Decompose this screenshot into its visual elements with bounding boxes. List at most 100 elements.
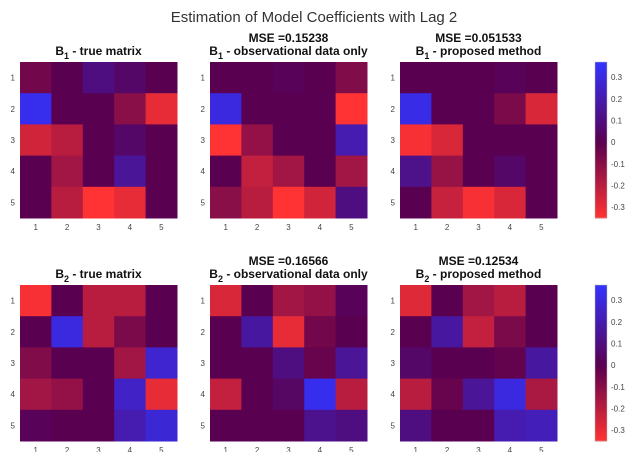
heatmap-cell-r5-c5 [335, 186, 368, 219]
colorbar-segment [595, 368, 607, 372]
colorbar-2: 0.3 0.2 0.1 0 -0.1 -0.2 -0.3 [594, 284, 625, 442]
heatmap-cell-r4-c4 [114, 378, 147, 411]
heatmap-cell-r3-c2 [431, 124, 464, 157]
colorbar-segment [595, 394, 607, 398]
colorbar-segment [595, 355, 607, 359]
panel-title-var: B [209, 44, 218, 58]
heatmap-cell-r4-c5 [145, 378, 178, 411]
colorbar-segment [595, 189, 607, 193]
heatmap-cell-r4-c3 [462, 378, 495, 411]
x-tick-label: 4 [508, 446, 513, 452]
colorbar-segment [595, 215, 607, 219]
colorbar-segment [595, 127, 607, 131]
y-tick-label: 5 [201, 198, 206, 207]
heatmap-cell-r3-c4 [494, 347, 527, 380]
colorbar-segment [595, 62, 607, 66]
colorbar-segment [595, 106, 607, 110]
colorbar-segment [595, 378, 607, 382]
heatmap-cell-r2-c5 [525, 316, 558, 348]
y-tick-label: 4 [391, 390, 396, 399]
colorbar-segment [595, 318, 607, 322]
colorbar-segment [595, 158, 607, 162]
colorbar-segment [595, 80, 607, 84]
colorbar-tick-label: -0.2 [611, 182, 625, 191]
y-tick-label: 3 [201, 136, 206, 145]
colorbar-segment [595, 334, 607, 338]
colorbar-segment [595, 399, 607, 403]
heatmap-cell-r2-c4 [304, 93, 337, 125]
colorbar-segment [595, 350, 607, 354]
colorbar-segment [595, 163, 607, 167]
panel-title-subscript: 2 [64, 274, 69, 284]
y-tick-label: 1 [391, 74, 396, 83]
colorbar-segment [595, 329, 607, 333]
heatmap-cell-r1-c1 [210, 62, 242, 94]
colorbar-1: 0.3 0.2 0.1 0 -0.1 -0.2 -0.3 [594, 61, 625, 219]
colorbar-segment [595, 386, 607, 390]
colorbar-segment [595, 142, 607, 146]
panel-title: B1 - true matrix [55, 44, 142, 61]
y-tick-label: 2 [201, 328, 206, 337]
heatmap-cell-r2-c1 [400, 93, 432, 125]
x-tick-label: 2 [445, 446, 450, 452]
heatmap-cell-r2-c5 [145, 93, 178, 125]
panel-title-subscript: 1 [64, 51, 69, 61]
colorbar-segment [595, 140, 607, 144]
y-tick-label: 4 [11, 167, 16, 176]
heatmap-cell-r3-c4 [114, 347, 147, 380]
heatmap-cell-r3-c2 [51, 347, 84, 380]
colorbar-segment [595, 171, 607, 175]
heatmap-cell-r3-c3 [272, 124, 305, 157]
colorbar-segment [595, 160, 607, 164]
colorbar-segment [595, 290, 607, 294]
colorbar-tick-label: -0.2 [611, 405, 625, 414]
y-tick-label: 2 [391, 105, 396, 114]
heatmap-cell-r4-c1 [20, 378, 52, 411]
heatmap-cell-r5-c4 [494, 186, 527, 219]
heatmap-cell-r3-c4 [114, 124, 147, 157]
colorbar-segment [595, 173, 607, 177]
x-tick-label: 1 [413, 446, 418, 452]
colorbar-segment [595, 337, 607, 341]
panel-title-var: B [416, 44, 425, 58]
heatmap-cell-r4-c5 [525, 155, 558, 188]
heatmap-cell-r4-c5 [335, 378, 368, 411]
x-tick-label: 1 [33, 446, 38, 452]
heatmap-cell-r1-c2 [241, 62, 274, 94]
heatmap-cell-r5-c3 [462, 186, 495, 219]
panel-title-subscript: 2 [218, 274, 223, 284]
x-tick-label: 2 [255, 223, 260, 232]
colorbar-tick-label: 0.3 [611, 73, 623, 82]
colorbar-segment [595, 108, 607, 112]
colorbar-segment [595, 69, 607, 73]
heatmap-cell-r3-c3 [462, 124, 495, 157]
colorbar-segment [595, 98, 607, 102]
colorbar-segment [595, 93, 607, 97]
colorbar-segment [595, 116, 607, 120]
x-tick-label: 3 [96, 223, 101, 232]
colorbar-frame [594, 61, 608, 219]
colorbar-frame [594, 284, 608, 442]
heatmap-cell-r2-c3 [82, 93, 115, 125]
colorbar-segment [595, 347, 607, 351]
colorbar-segment [595, 82, 607, 86]
colorbar-segment [595, 292, 607, 296]
heatmap-cell-r5-c2 [431, 186, 464, 219]
colorbar-segment [595, 389, 607, 393]
y-tick-label: 5 [11, 421, 16, 430]
colorbar-segment [595, 153, 607, 157]
colorbar-tick-label: 0.2 [611, 318, 623, 327]
heatmap-cell-r4-c3 [462, 155, 495, 188]
colorbar-tick-label: -0.1 [611, 383, 625, 392]
colorbar-segment [595, 202, 607, 206]
colorbar-segment [595, 155, 607, 159]
colorbar-segment [595, 199, 607, 203]
colorbar-segment [595, 176, 607, 180]
heatmap-cell-r1-c3 [462, 285, 495, 317]
colorbar-segment [595, 425, 607, 429]
heatmap-cell-r1-c2 [51, 62, 84, 94]
colorbar-tick-label: 0 [611, 361, 616, 370]
colorbar-segment [595, 103, 607, 107]
heatmap-cell-r2-c4 [114, 93, 147, 125]
